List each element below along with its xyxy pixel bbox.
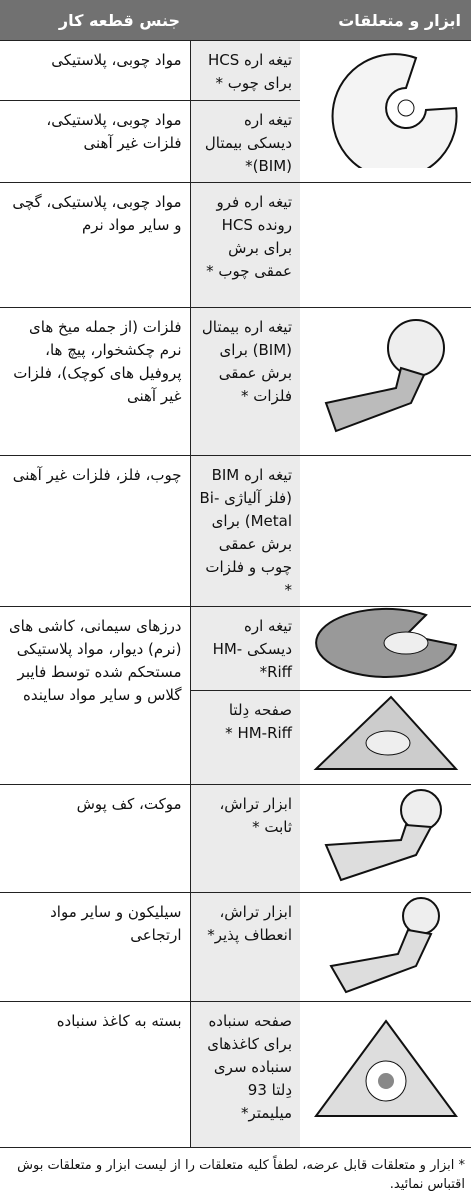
blank-image xyxy=(300,455,471,607)
disc-blade-icon xyxy=(314,607,457,678)
blade-image xyxy=(300,606,471,691)
accessory-table: ابزار و متعلقات جنس قطعه کار تیغه اره HC… xyxy=(0,0,471,1147)
material: مواد چوبی، پلاستیکی xyxy=(0,40,191,101)
footnote: * ابزار و متعلقات قابل عرضه، لطفاً کلیه … xyxy=(0,1146,471,1194)
blade-image xyxy=(300,40,471,183)
blade-image xyxy=(300,690,471,785)
material: سیلیکون و سایر مواد ارتجاعی xyxy=(0,892,191,1002)
material: فلزات (از جمله میخ های نرم چکشخوار، پیچ … xyxy=(0,307,191,456)
tool: تیغه اره بیمتال (BIM) برای برش عمقی فلزا… xyxy=(190,307,301,456)
blade-image xyxy=(300,1001,471,1147)
tool: تیغه اره دیسکی HM-Riff* xyxy=(190,606,301,691)
material: موکت، کف پوش xyxy=(0,784,191,893)
delta-icon xyxy=(313,695,458,770)
tool: تیغه اره فرو رونده HCS برای برش عمقی چوب… xyxy=(190,182,301,308)
scraper-icon xyxy=(324,789,442,882)
material: بسته به کاغذ سنباده xyxy=(0,1001,191,1147)
tool: ابزار تراش، انعطاف پذیر* xyxy=(190,892,301,1002)
flex-scraper-icon xyxy=(328,896,440,993)
sanding-plate-icon xyxy=(313,1019,458,1117)
header-tools: ابزار و متعلقات xyxy=(190,0,471,41)
blank-image xyxy=(300,182,471,308)
material: چوب، فلز، فلزات غیر آهنی xyxy=(0,455,191,607)
tool: تیغه اره دیسکی بیمتال (BIM)* xyxy=(190,100,301,183)
header-material: جنس قطعه کار xyxy=(0,0,190,41)
material: مواد چوبی، پلاستیکی، گچی و سایر مواد نرم xyxy=(0,182,191,308)
plunge-blade-icon xyxy=(324,319,445,433)
blade-image xyxy=(300,307,471,456)
segment-blade-icon xyxy=(331,53,458,180)
tool: صفحه سنباده برای کاغذهای سنباده سری دِلت… xyxy=(190,1001,301,1147)
material: درزهای سیمانی، کاشی های (نرم) دیوار، موا… xyxy=(0,606,191,785)
tool: تیغه اره HCS برای چوب * xyxy=(190,40,301,101)
tool: ابزار تراش، ثابت * xyxy=(190,784,301,893)
tool: تیغه اره BIM (فلز آلیاژی Bi-Metal) برای … xyxy=(190,455,301,607)
blade-image xyxy=(300,892,471,1002)
material: مواد چوبی، پلاستیکی، فلزات غیر آهنی xyxy=(0,100,191,183)
blade-image xyxy=(300,784,471,893)
tool: صفحه دِلتا HM-Riff * xyxy=(190,690,301,785)
